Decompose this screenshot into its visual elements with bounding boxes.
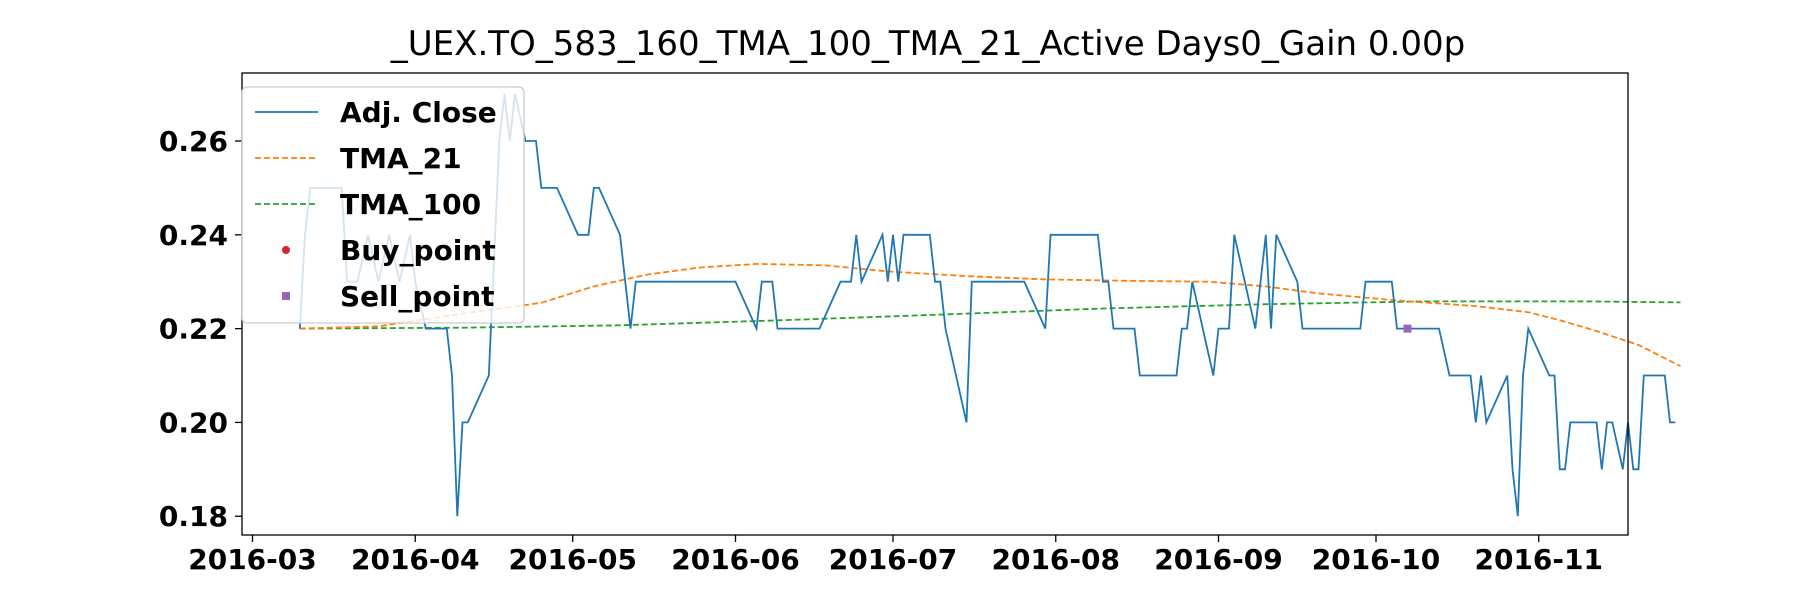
x-tick-label: 2016-07 [829,543,958,576]
legend-swatch-sell-point [282,292,290,300]
legend-box [241,86,525,324]
plot-area [298,93,1681,517]
sell-point-marker [1403,324,1412,333]
y-tick-label: 0.22 [159,313,228,346]
series-line-tma-100 [299,300,1681,330]
x-tick-label: 2016-04 [351,543,480,576]
legend-label-tma-100: TMA_100 [340,188,481,221]
y-tick-label: 0.24 [159,219,228,252]
chart-title: _UEX.TO_583_160_TMA_100_TMA_21_Active Da… [390,24,1465,64]
y-tick-label: 0.20 [159,406,228,439]
legend-label-adj-close: Adj. Close [340,96,497,129]
x-tick-label: 2016-05 [508,543,637,576]
x-tick-label: 2016-09 [1154,543,1283,576]
series-line-adj-close [298,93,1676,517]
legend: Adj. Close TMA_21 TMA_100 Buy_point Sell_poi… [241,86,525,324]
legend-label-tma-21: TMA_21 [340,142,462,175]
x-tick-label: 2016-11 [1474,543,1603,576]
x-tick-label: 2016-06 [671,543,800,576]
y-axis: 0.18 0.20 0.22 0.24 0.26 [159,125,242,533]
legend-label-buy-point: Buy_point [340,234,496,267]
y-tick-label: 0.26 [159,125,228,158]
x-axis: 2016-03 2016-04 2016-05 2016-06 2016-07 2016-… [188,535,1603,576]
y-tick-label: 0.18 [159,500,228,533]
legend-swatch-buy-point [282,246,290,254]
x-tick-label: 2016-10 [1312,543,1441,576]
series-line-tma-21 [299,262,1681,367]
legend-label-sell-point: Sell_point [340,280,495,313]
x-tick-label: 2016-03 [188,543,317,576]
x-tick-label: 2016-08 [991,543,1120,576]
